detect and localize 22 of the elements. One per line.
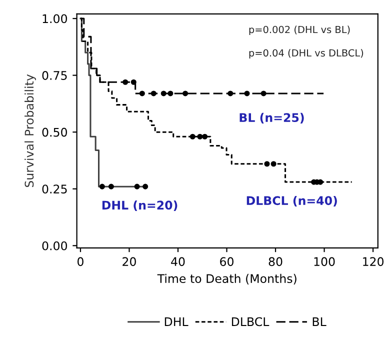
x-tick-label: 20 [122, 257, 136, 266]
legend-label: BL [312, 317, 326, 326]
legend-label: DHL [164, 317, 188, 326]
x-tick-label: 0 [78, 257, 84, 266]
x-tick-label: 40 [171, 257, 185, 266]
x-axis-title: Time to Death (Months) [157, 274, 296, 284]
legend-label: DLBCL [232, 317, 270, 326]
y-tick-label: 0.50 [42, 128, 68, 137]
annotation: p=0.002 (DHL vs BL) [249, 26, 350, 36]
x-tick-label: 80 [268, 257, 282, 266]
y-tick-label: 0.00 [42, 241, 68, 250]
annotation: DLBCL (n=40) [246, 196, 337, 206]
annotation: p=0.04 (DHL vs DLBCL) [249, 49, 364, 58]
y-tick-label: 0.75 [42, 71, 67, 80]
y-axis-title: Survival Probability [24, 74, 36, 188]
x-tick-label: 60 [220, 257, 234, 266]
annotation: DHL (n=20) [102, 200, 178, 212]
x-tick-label: 120 [363, 257, 384, 266]
x-tick-label: 100 [314, 257, 335, 266]
y-tick-label: 0.25 [42, 184, 67, 194]
y-tick-label: 1.00 [42, 14, 68, 24]
annotation: BL (n=25) [240, 112, 304, 124]
